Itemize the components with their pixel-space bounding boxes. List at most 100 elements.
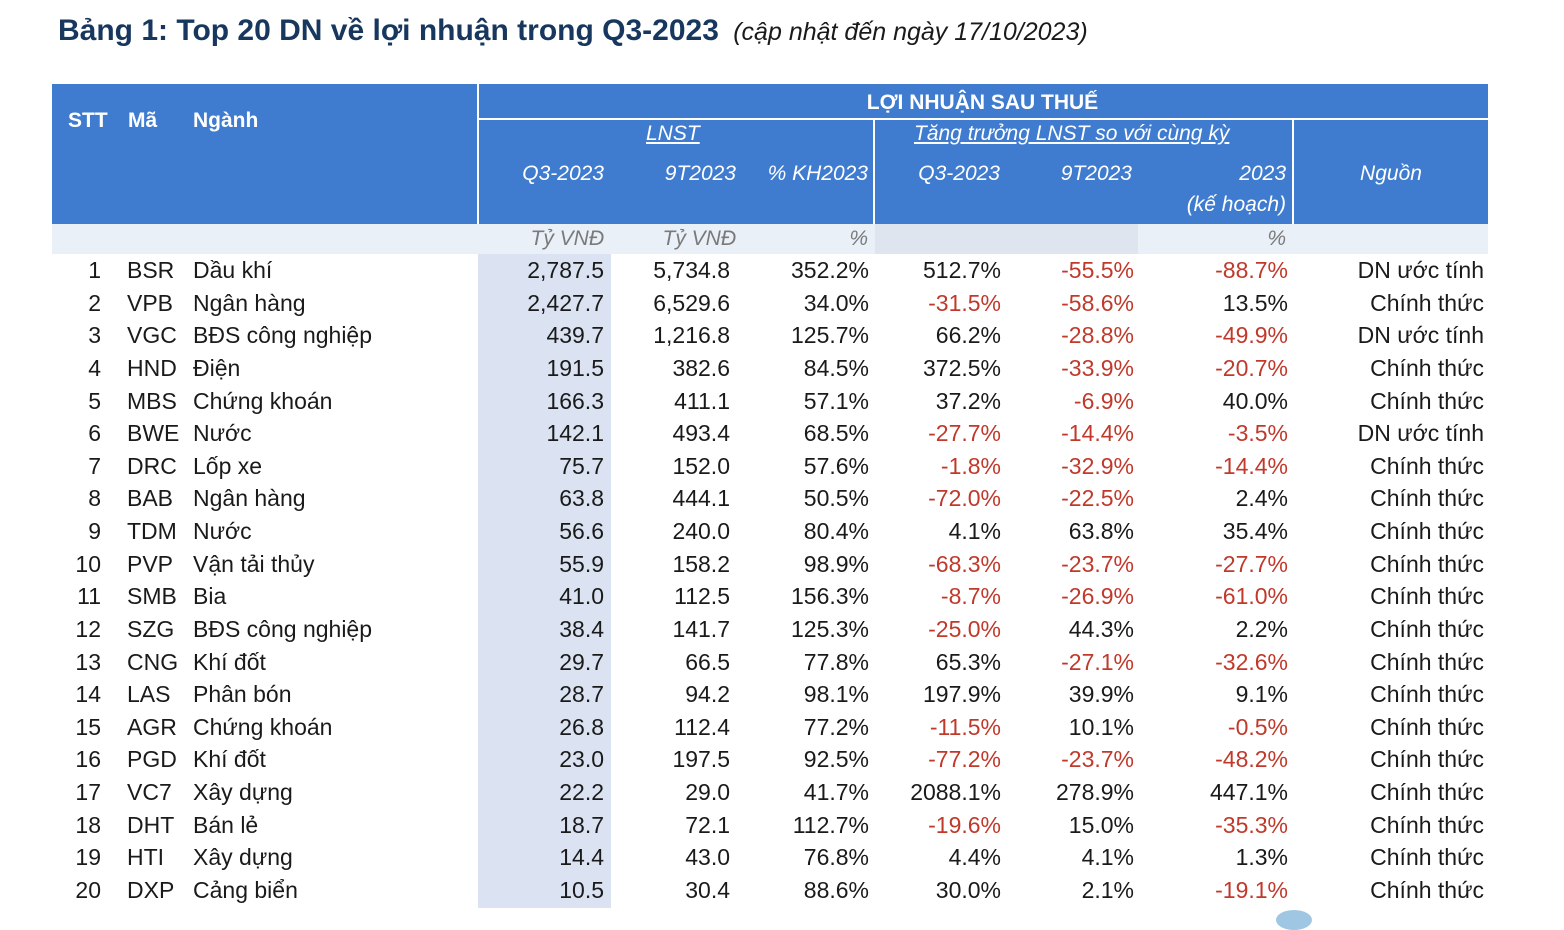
cell-growth-2023: 9.1%	[1235, 681, 1288, 708]
cell-source: Chính thức	[1370, 779, 1484, 806]
cell-stt: 7	[88, 452, 101, 479]
unit-growth: %	[1267, 227, 1286, 250]
table-row: 13 CNG Khí đốt 29.7 66.5 77.8% 65.3% -27.1% -32.…	[0, 647, 1564, 680]
cell-ytd: 66.5	[685, 648, 730, 675]
cell-kh: 84.5%	[803, 354, 869, 381]
cell-ytd: 112.5	[674, 583, 730, 610]
header-stt: STT	[68, 109, 108, 132]
cell-growth-ytd: -33.9%	[1061, 354, 1134, 381]
header-divider	[1292, 120, 1294, 224]
cell-kh: 77.2%	[803, 713, 869, 740]
cell-nganh: BĐS công nghiệp	[193, 322, 373, 349]
header-growth-q3: Q3-2023	[918, 162, 1000, 185]
cell-source: Chính thức	[1370, 811, 1484, 838]
cell-nganh: Bia	[193, 583, 227, 610]
cell-growth-ytd: -14.4%	[1061, 420, 1134, 447]
cell-growth-2023: -0.5%	[1227, 713, 1288, 740]
table-row: 5 MBS Chứng khoán 166.3 411.1 57.1% 37.2% -6.9%…	[0, 386, 1564, 419]
table-title: Bảng 1: Top 20 DN về lợi nhuận trong Q3-…	[58, 14, 1088, 48]
cell-stt: 18	[75, 811, 101, 838]
cell-growth-2023: -3.5%	[1227, 420, 1288, 447]
cell-growth-ytd: 15.0%	[1068, 811, 1134, 838]
cell-stt: 17	[75, 779, 101, 806]
cell-growth-ytd: -58.6%	[1061, 289, 1134, 316]
q3-column-highlight	[478, 254, 611, 908]
cell-kh: 112.7%	[792, 811, 869, 838]
cell-stt: 15	[75, 713, 101, 740]
cell-q3: 63.8	[559, 485, 604, 512]
cell-q3: 28.7	[559, 681, 604, 708]
cell-ma: VPB	[127, 289, 174, 316]
cell-kh: 352.2%	[790, 257, 869, 283]
cell-source: Chính thức	[1370, 615, 1484, 642]
cell-growth-q3: -72.0%	[928, 485, 1001, 512]
header-group: LỢI NHUẬN SAU THUẾ	[866, 91, 1099, 114]
header-growth-ytd: 9T2023	[1060, 162, 1132, 185]
cell-q3: 22.2	[559, 779, 604, 806]
cell-ma: MBS	[127, 387, 177, 414]
cell-nganh: Khí đốt	[193, 648, 266, 675]
cell-source: Chính thức	[1370, 387, 1484, 414]
cell-kh: 92.5%	[803, 746, 869, 773]
cell-growth-2023: -35.3%	[1215, 811, 1288, 838]
cell-growth-2023: -19.1%	[1215, 876, 1288, 903]
cell-ytd: 411.1	[674, 387, 730, 414]
header-growth-2023: 2023	[1239, 162, 1286, 185]
cell-nganh: Chứng khoán	[193, 713, 333, 740]
cell-growth-2023: -14.4%	[1215, 452, 1288, 479]
table-header: STT Mã Ngành LỢI NHUẬN SAU THUẾ LNST Tăn…	[52, 84, 1488, 224]
cell-growth-ytd: -28.8%	[1061, 322, 1134, 349]
cell-growth-q3: 4.4%	[948, 844, 1001, 871]
cell-stt: 16	[75, 746, 101, 773]
cell-ma: CNG	[127, 648, 179, 675]
cell-ma: PGD	[127, 746, 177, 773]
header-nganh: Ngành	[193, 109, 259, 132]
cell-ytd: 493.4	[672, 420, 730, 447]
cell-stt: 8	[88, 485, 101, 512]
cell-q3: 41.0	[559, 583, 604, 610]
cell-growth-ytd: -32.9%	[1061, 452, 1134, 479]
cell-ytd: 94.2	[685, 681, 730, 708]
cell-ma: HTI	[127, 844, 165, 871]
cell-q3: 2,787.5	[527, 257, 604, 283]
cell-ytd: 158.2	[672, 550, 730, 577]
cell-growth-ytd: 2.1%	[1081, 876, 1134, 903]
table-row: 17 VC7 Xây dựng 22.2 29.0 41.7% 2088.1% 278.9% 4…	[0, 777, 1564, 810]
cell-source: Chính thức	[1370, 550, 1484, 577]
table-row: 2 VPB Ngân hàng 2,427.7 6,529.6 34.0% -31.5% -5…	[0, 288, 1564, 321]
cell-q3: 26.8	[559, 713, 604, 740]
cell-kh: 41.7%	[803, 779, 869, 806]
cell-q3: 191.5	[546, 354, 604, 381]
table-row: 16 PGD Khí đốt 23.0 197.5 92.5% -77.2% -23.7% -4…	[0, 744, 1564, 777]
cell-nganh: Ngân hàng	[193, 289, 306, 316]
table-row: 14 LAS Phân bón 28.7 94.2 98.1% 197.9% 39.9% 9.1…	[0, 679, 1564, 712]
cell-source: Chính thức	[1370, 485, 1484, 512]
cell-kh: 34.0%	[803, 289, 869, 316]
header-growth-2023-note: (kế hoạch)	[1186, 193, 1286, 216]
cell-stt: 1	[88, 257, 101, 283]
table-row: 19 HTI Xây dựng 14.4 43.0 76.8% 4.4% 4.1% 1.3% Ch…	[0, 842, 1564, 875]
cell-nganh: Khí đốt	[193, 746, 266, 773]
cell-nganh: BĐS công nghiệp	[193, 615, 373, 642]
table-row: 8 BAB Ngân hàng 63.8 444.1 50.5% -72.0% -22.5% 2…	[0, 483, 1564, 516]
cell-ytd: 30.4	[685, 876, 730, 903]
cell-nganh: Chứng khoán	[193, 387, 333, 414]
header-divider	[477, 118, 1488, 120]
table-row: 6 BWE Nước 142.1 493.4 68.5% -27.7% -14.4% -3.5%…	[0, 418, 1564, 451]
cell-source: Chính thức	[1370, 876, 1484, 903]
cell-stt: 2	[88, 289, 101, 316]
cell-ytd: 240.0	[672, 518, 730, 545]
table-row: 11 SMB Bia 41.0 112.5 156.3% -8.7% -26.9% -61.0%…	[0, 581, 1564, 614]
cell-stt: 9	[88, 518, 101, 545]
cell-kh: 68.5%	[803, 420, 869, 447]
decorative-circle	[1276, 910, 1312, 930]
table-row: 3 VGC BĐS công nghiệp 439.7 1,216.8 125.7% 66.…	[0, 320, 1564, 353]
cell-ma: VC7	[127, 779, 172, 806]
cell-growth-2023: 2.4%	[1235, 485, 1288, 512]
cell-growth-ytd: 278.9%	[1055, 779, 1134, 806]
table-row: 1 BSR Dầu khí 2,787.5 5,734.8 352.2% 512.7% -55…	[0, 255, 1564, 288]
unit-ytd: Tỷ VNĐ	[662, 227, 737, 250]
cell-kh: 50.5%	[803, 485, 869, 512]
cell-stt: 12	[75, 615, 101, 642]
table-row: 18 DHT Bán lẻ 18.7 72.1 112.7% -19.6% 15.0% -35.…	[0, 810, 1564, 843]
